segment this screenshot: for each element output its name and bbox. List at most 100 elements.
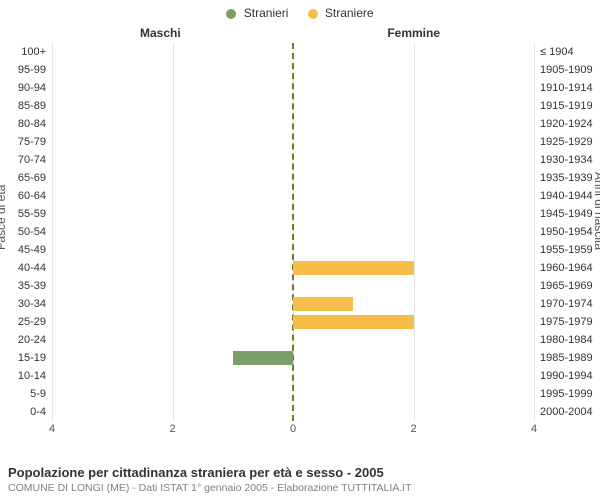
female-half: [293, 133, 534, 151]
male-half: [52, 151, 293, 169]
female-half: [293, 313, 534, 331]
male-half: [52, 133, 293, 151]
table-row: 30-341970-1974: [52, 295, 534, 313]
x-axis: 42024: [52, 421, 534, 441]
birth-year-label: 1990-1994: [534, 370, 600, 382]
female-half: [293, 277, 534, 295]
age-label: 65-69: [0, 172, 52, 184]
x-tick-label: 2: [410, 423, 416, 435]
age-label: 40-44: [0, 262, 52, 274]
row-bars: [52, 79, 534, 97]
x-tick-label: 4: [49, 423, 55, 435]
birth-year-label: ≤ 1904: [534, 46, 600, 58]
age-label: 10-14: [0, 370, 52, 382]
male-half: [52, 313, 293, 331]
birth-year-label: 1965-1969: [534, 280, 600, 292]
female-half: [293, 241, 534, 259]
female-half: [293, 385, 534, 403]
table-row: 60-641940-1944: [52, 187, 534, 205]
header-male: Maschi: [140, 26, 181, 40]
female-half: [293, 331, 534, 349]
female-half: [293, 61, 534, 79]
birth-year-label: 1940-1944: [534, 190, 600, 202]
birth-year-label: 1935-1939: [534, 172, 600, 184]
male-half: [52, 403, 293, 421]
age-label: 5-9: [0, 388, 52, 400]
row-bars: [52, 385, 534, 403]
male-half: [52, 205, 293, 223]
row-bars: [52, 259, 534, 277]
birth-year-label: 1970-1974: [534, 298, 600, 310]
age-label: 25-29: [0, 316, 52, 328]
row-bars: [52, 295, 534, 313]
birth-year-label: 1920-1924: [534, 118, 600, 130]
female-half: [293, 349, 534, 367]
table-row: 65-691935-1939: [52, 169, 534, 187]
male-half: [52, 223, 293, 241]
birth-year-label: 1950-1954: [534, 226, 600, 238]
row-bars: [52, 115, 534, 133]
female-half: [293, 151, 534, 169]
table-row: 20-241980-1984: [52, 331, 534, 349]
female-half: [293, 403, 534, 421]
table-row: 100+≤ 1904: [52, 43, 534, 61]
female-half: [293, 43, 534, 61]
male-half: [52, 187, 293, 205]
table-row: 75-791925-1929: [52, 133, 534, 151]
row-bars: [52, 169, 534, 187]
birth-year-label: 1910-1914: [534, 82, 600, 94]
row-bars: [52, 277, 534, 295]
row-bars: [52, 403, 534, 421]
legend-item-male: Stranieri: [226, 6, 288, 20]
row-bars: [52, 187, 534, 205]
legend-swatch-male: [226, 9, 236, 19]
male-half: [52, 43, 293, 61]
row-bars: [52, 61, 534, 79]
table-row: 70-741930-1934: [52, 151, 534, 169]
x-tick-label: 4: [531, 423, 537, 435]
age-label: 15-19: [0, 352, 52, 364]
row-bars: [52, 241, 534, 259]
male-half: [52, 349, 293, 367]
female-half: [293, 367, 534, 385]
female-half: [293, 115, 534, 133]
chart-subtitle: COMUNE DI LONGI (ME) - Dati ISTAT 1° gen…: [8, 482, 592, 494]
table-row: 80-841920-1924: [52, 115, 534, 133]
bar-female: [293, 297, 353, 311]
table-row: 10-141990-1994: [52, 367, 534, 385]
birth-year-label: 2000-2004: [534, 406, 600, 418]
male-half: [52, 61, 293, 79]
age-label: 70-74: [0, 154, 52, 166]
row-bars: [52, 151, 534, 169]
male-half: [52, 295, 293, 313]
population-pyramid-chart: Stranieri Straniere Maschi Femmine Fasce…: [0, 0, 600, 500]
legend: Stranieri Straniere: [0, 6, 600, 20]
female-half: [293, 97, 534, 115]
row-bars: [52, 133, 534, 151]
female-half: [293, 79, 534, 97]
row-bars: [52, 223, 534, 241]
table-row: 45-491955-1959: [52, 241, 534, 259]
female-half: [293, 223, 534, 241]
legend-item-female: Straniere: [308, 6, 374, 20]
age-label: 45-49: [0, 244, 52, 256]
bar-female: [293, 315, 414, 329]
birth-year-label: 1905-1909: [534, 64, 600, 76]
legend-label-male: Stranieri: [244, 6, 289, 20]
age-label: 100+: [0, 46, 52, 58]
male-half: [52, 259, 293, 277]
table-row: 90-941910-1914: [52, 79, 534, 97]
header-female: Femmine: [387, 26, 440, 40]
rows-container: 100+≤ 190495-991905-190990-941910-191485…: [52, 43, 534, 421]
row-bars: [52, 43, 534, 61]
table-row: 15-191985-1989: [52, 349, 534, 367]
table-row: 85-891915-1919: [52, 97, 534, 115]
birth-year-label: 1980-1984: [534, 334, 600, 346]
table-row: 95-991905-1909: [52, 61, 534, 79]
birth-year-label: 1995-1999: [534, 388, 600, 400]
birth-year-label: 1975-1979: [534, 316, 600, 328]
female-half: [293, 295, 534, 313]
row-bars: [52, 331, 534, 349]
age-label: 35-39: [0, 280, 52, 292]
birth-year-label: 1930-1934: [534, 154, 600, 166]
